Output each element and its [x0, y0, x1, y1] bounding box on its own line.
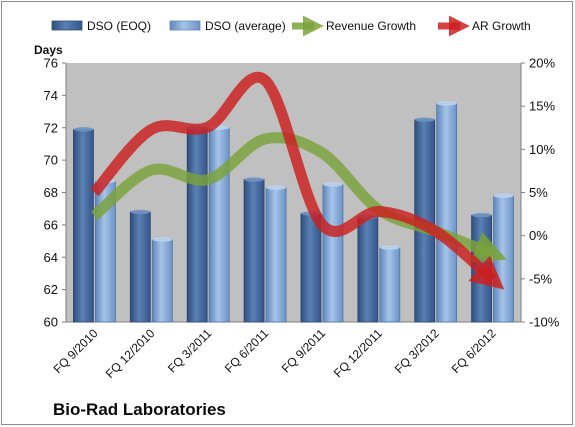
x-tick-label: FQ 9/2010: [51, 326, 101, 376]
bar-dso-average: [322, 184, 344, 323]
y2-tick-label: 5%: [529, 185, 548, 200]
bar-top-average: [379, 245, 400, 250]
y-tick-label: 68: [44, 185, 58, 200]
x-tick-label: FQ 12/2010: [103, 326, 158, 381]
bar-dso-eoq: [243, 179, 265, 323]
bar-dso-eoq: [186, 127, 208, 323]
y2-tick-label: 0%: [529, 228, 548, 243]
bar-top-eoq: [471, 212, 492, 218]
y2-tick-label: -10%: [529, 315, 560, 330]
legend-label-revenue: Revenue Growth: [326, 19, 416, 33]
bar-top-average: [266, 185, 287, 190]
x-tick-label: FQ 3/2012: [392, 326, 442, 376]
bar-dso-average: [436, 103, 458, 323]
x-tick-label: FQ 12/2011: [331, 326, 385, 380]
bar-top-eoq: [414, 117, 435, 122]
y-tick-label: 60: [44, 315, 58, 330]
y2-tick-label: -5%: [529, 271, 553, 286]
bar-top-eoq: [244, 177, 265, 182]
bar-dso-average: [151, 239, 173, 323]
y-axis-title: Days: [34, 43, 63, 57]
bar-top-average: [152, 237, 173, 242]
legend-swatch-avg: [169, 20, 201, 31]
bar-top-eoq: [130, 209, 151, 215]
legend: DSO (EOQ) DSO (average) Revenue Growth A…: [51, 15, 531, 37]
bar-dso-eoq: [300, 213, 322, 323]
x-tick-label: FQ 9/2011: [279, 326, 329, 376]
bar-dso-average: [493, 195, 514, 323]
bar-dso-average: [265, 187, 287, 323]
y-tick-label: 76: [44, 56, 58, 71]
series-line-ar-growth: [90, 72, 505, 290]
company-name: Bio-Rad Laboratories: [53, 400, 226, 419]
y2-tick-label: 10%: [529, 142, 555, 157]
y-tick-label: 72: [44, 120, 58, 135]
bar-dso-eoq: [73, 128, 94, 323]
bar-dso-eoq: [129, 211, 151, 323]
legend-label-avg: DSO (average): [205, 19, 286, 33]
legend-label-ar: AR Growth: [472, 19, 531, 33]
bar-dso-average: [379, 247, 401, 323]
y2-tick-label: 20%: [529, 56, 555, 71]
bar-top-average: [436, 101, 457, 106]
y-tick-label: 70: [44, 153, 58, 168]
legend-swatch-eoq: [51, 20, 83, 31]
bar-dso-average: [208, 127, 230, 323]
y-tick-label: 62: [44, 282, 58, 297]
y-tick-label: 74: [44, 88, 58, 103]
x-tick-label: FQ 6/2011: [222, 326, 272, 376]
bar-top-average: [493, 193, 514, 198]
bar-top-average: [322, 182, 343, 187]
bar-top-eoq: [73, 127, 94, 132]
x-tick-label: FQ 3/2011: [165, 326, 215, 376]
y2-tick-label: 15%: [529, 99, 555, 114]
x-tick-label: FQ 6/2012: [449, 326, 499, 376]
bar-dso-eoq: [357, 216, 379, 323]
y-tick-label: 66: [44, 217, 58, 232]
y-tick-label: 64: [44, 250, 58, 265]
legend-label-eoq: DSO (EOQ): [87, 19, 151, 33]
